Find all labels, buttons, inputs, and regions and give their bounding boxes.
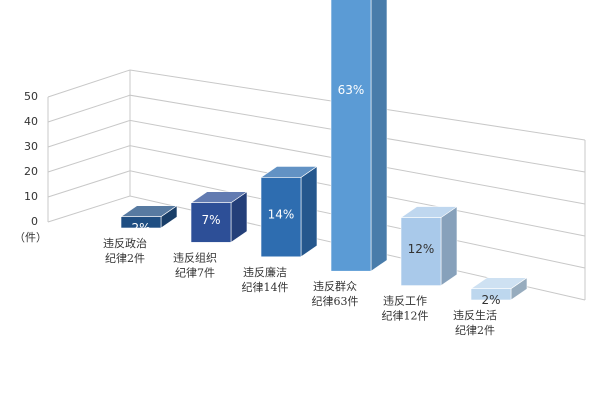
- y-tick-label: 50: [24, 90, 38, 103]
- x-tick-label: 纪律2件: [105, 252, 145, 265]
- x-tick-label: 纪律7件: [175, 266, 215, 279]
- y-tick-label: 0: [31, 215, 38, 228]
- x-tick-label: 违反政治: [103, 236, 147, 250]
- x-tick-label: 纪律14件: [242, 281, 289, 294]
- y-tick-label: 30: [24, 140, 38, 153]
- x-tick-label: 违反组织: [173, 250, 217, 264]
- x-tick-label: 违反生活: [453, 308, 497, 322]
- bar-side: [440, 205, 458, 287]
- bar: [470, 288, 512, 301]
- y-tick-label: 40: [24, 115, 38, 128]
- bar-side: [370, 0, 388, 272]
- x-tick-label: 纪律63件: [312, 295, 359, 308]
- value-label: 14%: [268, 208, 295, 222]
- value-label: 2%: [131, 221, 150, 235]
- value-label: 2%: [481, 293, 500, 307]
- x-tick-label: 纪律2件: [455, 324, 495, 337]
- y-tick-label: 20: [24, 165, 38, 178]
- value-label: 7%: [201, 213, 220, 227]
- grid-line: [47, 69, 586, 141]
- bar: [190, 202, 232, 243]
- bar: [330, 0, 372, 272]
- value-label: 12%: [408, 242, 435, 256]
- bar-side: [300, 165, 318, 258]
- bar: [260, 177, 302, 258]
- value-label: 63%: [338, 83, 365, 97]
- x-tick-label: 违反廉洁: [243, 265, 287, 279]
- x-tick-label: 纪律12件: [382, 310, 429, 323]
- x-tick-label: 违反工作: [383, 295, 427, 308]
- bar: [400, 217, 442, 286]
- x-tick-label: 违反群众: [313, 279, 357, 293]
- grid-line: [47, 94, 586, 173]
- bar: [120, 216, 162, 229]
- y-axis-label: （件）: [14, 231, 47, 244]
- y-tick-label: 10: [24, 190, 38, 203]
